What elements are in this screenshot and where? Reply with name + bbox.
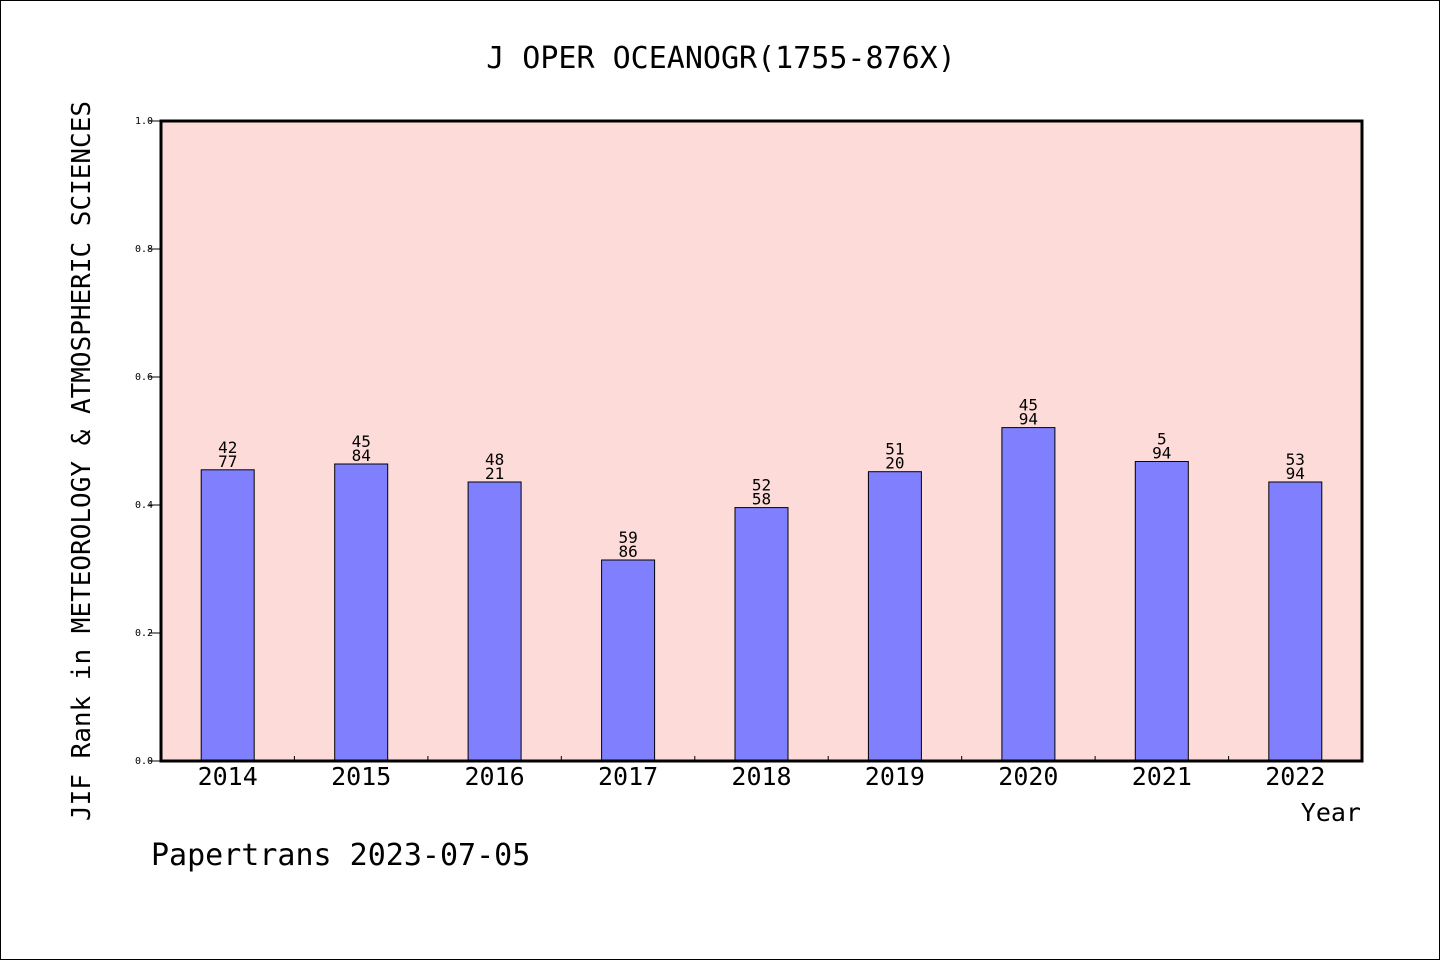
bar-label-2022-2: 94 bbox=[1286, 464, 1305, 483]
bar-2016 bbox=[467, 481, 522, 762]
bar-label-2015-1: 45 bbox=[352, 432, 371, 451]
x-tick-label-2018: 2018 bbox=[731, 762, 791, 791]
bar-2018 bbox=[734, 507, 789, 762]
bars-group bbox=[200, 427, 1323, 762]
footer-credit: Papertrans 2023-07-05 bbox=[151, 838, 530, 873]
bar-2022 bbox=[1268, 481, 1323, 762]
bar-2019 bbox=[867, 471, 922, 762]
y-tick-label-1.0: 1.0 bbox=[135, 116, 153, 127]
bar-label-2020-2: 94 bbox=[1019, 410, 1038, 429]
bar-label-2017-1: 59 bbox=[618, 528, 637, 547]
x-axis-label: Year bbox=[1301, 798, 1361, 827]
y-tick-label-0.4: 0.4 bbox=[135, 500, 153, 511]
bar-2020 bbox=[1001, 427, 1056, 762]
y-tick-label-0.2: 0.2 bbox=[135, 628, 153, 639]
bar-label-2021-1: 5 bbox=[1157, 430, 1167, 449]
x-tick-label-2015: 2015 bbox=[331, 762, 391, 791]
bar-label-2018-1: 52 bbox=[752, 476, 771, 495]
bar-label-2022-1: 53 bbox=[1286, 450, 1305, 469]
x-tick-label-2016: 2016 bbox=[464, 762, 524, 791]
x-tick-label-2014: 2014 bbox=[198, 762, 258, 791]
plot-frame bbox=[159, 119, 1364, 763]
bar-2014 bbox=[200, 469, 255, 762]
bar-label-2020-1: 45 bbox=[1019, 396, 1038, 415]
y-axis-label: JIF Rank in METEOROLOGY & ATMOSPHERIC SC… bbox=[67, 101, 97, 821]
bar-label-2016-1: 48 bbox=[485, 450, 504, 469]
bar-label-2017-2: 86 bbox=[618, 542, 637, 561]
x-tick-label-2021: 2021 bbox=[1132, 762, 1192, 791]
bar-2015 bbox=[334, 463, 389, 762]
bar-label-2019-1: 51 bbox=[885, 440, 904, 459]
bar-2017 bbox=[601, 559, 656, 762]
y-tick-label-0.8: 0.8 bbox=[135, 244, 153, 255]
x-axis-ticks: 2014 2015 2016 2017 2018 2019 2020 2021 2022 bbox=[198, 756, 1325, 791]
bar-label-2014-2: 77 bbox=[218, 452, 237, 471]
chart-title: J OPER OCEANOGR(1755-876X) bbox=[486, 41, 956, 76]
x-tick-label-2017: 2017 bbox=[598, 762, 658, 791]
y-axis-ticks: 0.0 0.2 0.4 0.6 0.8 1.0 bbox=[135, 116, 161, 767]
bar-label-2019-2: 20 bbox=[885, 454, 904, 473]
bar-label-2014-1: 42 bbox=[218, 438, 237, 457]
x-tick-label-2019: 2019 bbox=[865, 762, 925, 791]
bar-2021 bbox=[1134, 461, 1189, 762]
y-tick-label-0.0: 0.0 bbox=[135, 756, 153, 767]
bar-label-2018-2: 58 bbox=[752, 490, 771, 509]
bar-label-2021-2: 94 bbox=[1152, 444, 1171, 463]
y-tick-label-0.6: 0.6 bbox=[135, 372, 153, 383]
bar-label-2015-2: 84 bbox=[352, 446, 371, 465]
bar-label-2016-2: 21 bbox=[485, 464, 504, 483]
x-tick-label-2020: 2020 bbox=[998, 762, 1058, 791]
x-tick-label-2022: 2022 bbox=[1265, 762, 1325, 791]
